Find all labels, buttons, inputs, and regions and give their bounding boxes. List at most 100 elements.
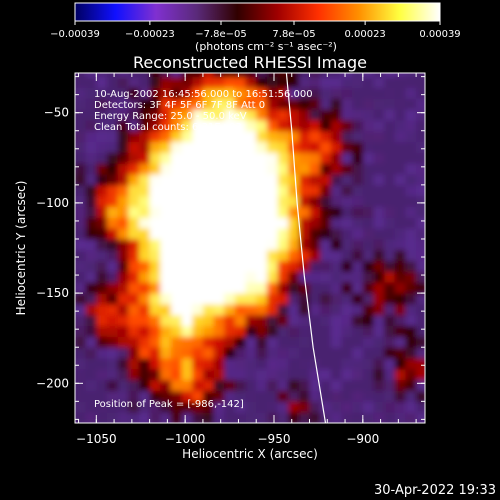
heatmap-cell xyxy=(96,260,108,272)
heatmap-cell xyxy=(138,390,151,402)
heatmap-cell xyxy=(192,401,204,413)
heatmap-cell xyxy=(416,368,425,381)
heatmap-cell xyxy=(298,217,311,229)
heatmap-cell xyxy=(416,217,425,229)
heatmap-cell xyxy=(330,119,342,132)
heatmap-cell xyxy=(85,152,97,164)
heatmap-cell xyxy=(288,109,300,121)
heatmap-cell xyxy=(224,282,236,294)
heatmap-cell xyxy=(394,109,406,121)
heatmap-cell xyxy=(277,141,289,153)
x-tick-label: −1000 xyxy=(165,432,206,446)
heatmap-cell xyxy=(138,163,151,175)
heatmap-cell xyxy=(149,184,161,197)
heatmap-cell xyxy=(277,206,289,218)
heatmap-cell xyxy=(181,195,193,208)
heatmap-cell xyxy=(181,293,193,305)
heatmap-cell xyxy=(245,98,257,110)
heatmap-cell xyxy=(85,368,97,381)
heatmap-cell xyxy=(416,238,425,251)
heatmap-cell xyxy=(416,379,425,392)
heatmap-cell xyxy=(320,390,332,402)
heatmap-cell xyxy=(138,238,151,251)
heatmap-cell xyxy=(245,282,257,294)
heatmap-cell xyxy=(341,87,353,99)
heatmap-cell xyxy=(138,293,151,305)
heatmap-cell xyxy=(245,130,257,143)
heatmap-cell xyxy=(213,401,225,413)
heatmap-cell xyxy=(298,163,311,175)
heatmap-cell xyxy=(128,260,140,272)
heatmap-cell xyxy=(128,87,140,99)
heatmap-cell xyxy=(234,390,247,402)
heatmap-cell xyxy=(330,336,342,348)
heatmap-cell xyxy=(245,141,257,153)
heatmap-cell xyxy=(224,390,236,402)
heatmap-cell xyxy=(234,87,247,99)
heatmap-cell xyxy=(416,87,425,99)
heatmap-cell xyxy=(170,87,183,99)
heatmap-cell xyxy=(128,130,140,143)
heatmap-cell xyxy=(96,73,108,78)
colorbar-tick-label: −0.00039 xyxy=(50,29,100,40)
heatmap-cell xyxy=(384,303,396,316)
heatmap-cell xyxy=(256,368,268,381)
heatmap-cell xyxy=(288,260,300,272)
heatmap-cell xyxy=(288,119,300,132)
heatmap-cell xyxy=(298,206,311,218)
heatmap-cell xyxy=(128,347,140,359)
heatmap-cell xyxy=(181,141,193,153)
heatmap-cell xyxy=(362,98,374,110)
heatmap-cell xyxy=(117,347,129,359)
heatmap-cell xyxy=(373,195,385,208)
heatmap-cell xyxy=(320,109,332,121)
heatmap-cell xyxy=(181,412,193,423)
solar-limb-curve xyxy=(285,73,327,423)
heatmap-cell xyxy=(373,98,385,110)
heatmap-cell xyxy=(213,119,225,132)
heatmap-cell xyxy=(181,260,193,272)
colorbar-tick-label: 0.00023 xyxy=(344,29,385,40)
heatmap-cell xyxy=(117,260,129,272)
heatmap-cell xyxy=(266,336,279,348)
heatmap-cell xyxy=(117,271,129,283)
colorbar-gradient xyxy=(74,2,441,22)
heatmap-cell xyxy=(170,368,183,381)
heatmap-cell xyxy=(224,260,236,272)
heatmap-cell xyxy=(170,347,183,359)
heatmap-cell xyxy=(149,206,161,218)
heatmap-cell xyxy=(384,260,396,272)
heatmap-cell xyxy=(405,238,417,251)
heatmap-cell xyxy=(75,184,87,197)
heatmap-cell xyxy=(149,73,161,78)
heatmap-cell xyxy=(373,401,385,413)
heatmap-cell xyxy=(394,184,406,197)
heatmap-cell xyxy=(192,390,204,402)
heatmap-cell xyxy=(394,336,406,348)
heatmap-cell xyxy=(75,152,87,164)
heatmap-cell xyxy=(384,314,396,327)
heatmap-cell xyxy=(192,141,204,153)
heatmap-cell xyxy=(213,390,225,402)
heatmap-cell xyxy=(256,336,268,348)
heatmap-cell xyxy=(224,228,236,240)
heatmap-cell xyxy=(256,314,268,327)
heatmap-cell xyxy=(362,206,374,218)
heatmap-cell xyxy=(75,109,87,121)
heatmap-cell xyxy=(224,271,236,283)
heatmap-cell xyxy=(405,119,417,132)
heatmap-cell xyxy=(181,282,193,294)
heatmap-cell xyxy=(384,98,396,110)
heatmap-cell xyxy=(96,76,108,88)
heatmap-cell xyxy=(266,282,279,294)
heatmap-cell xyxy=(352,336,364,348)
heatmap-cell xyxy=(352,314,364,327)
heatmap-cell xyxy=(106,314,119,327)
heatmap-cell xyxy=(277,217,289,229)
heatmap-cell xyxy=(416,73,425,78)
heatmap-cell xyxy=(160,195,172,208)
heatmap-cell xyxy=(234,119,247,132)
heatmap-cell xyxy=(384,109,396,121)
heatmap-cell xyxy=(256,238,268,251)
heatmap-cell xyxy=(266,184,279,197)
